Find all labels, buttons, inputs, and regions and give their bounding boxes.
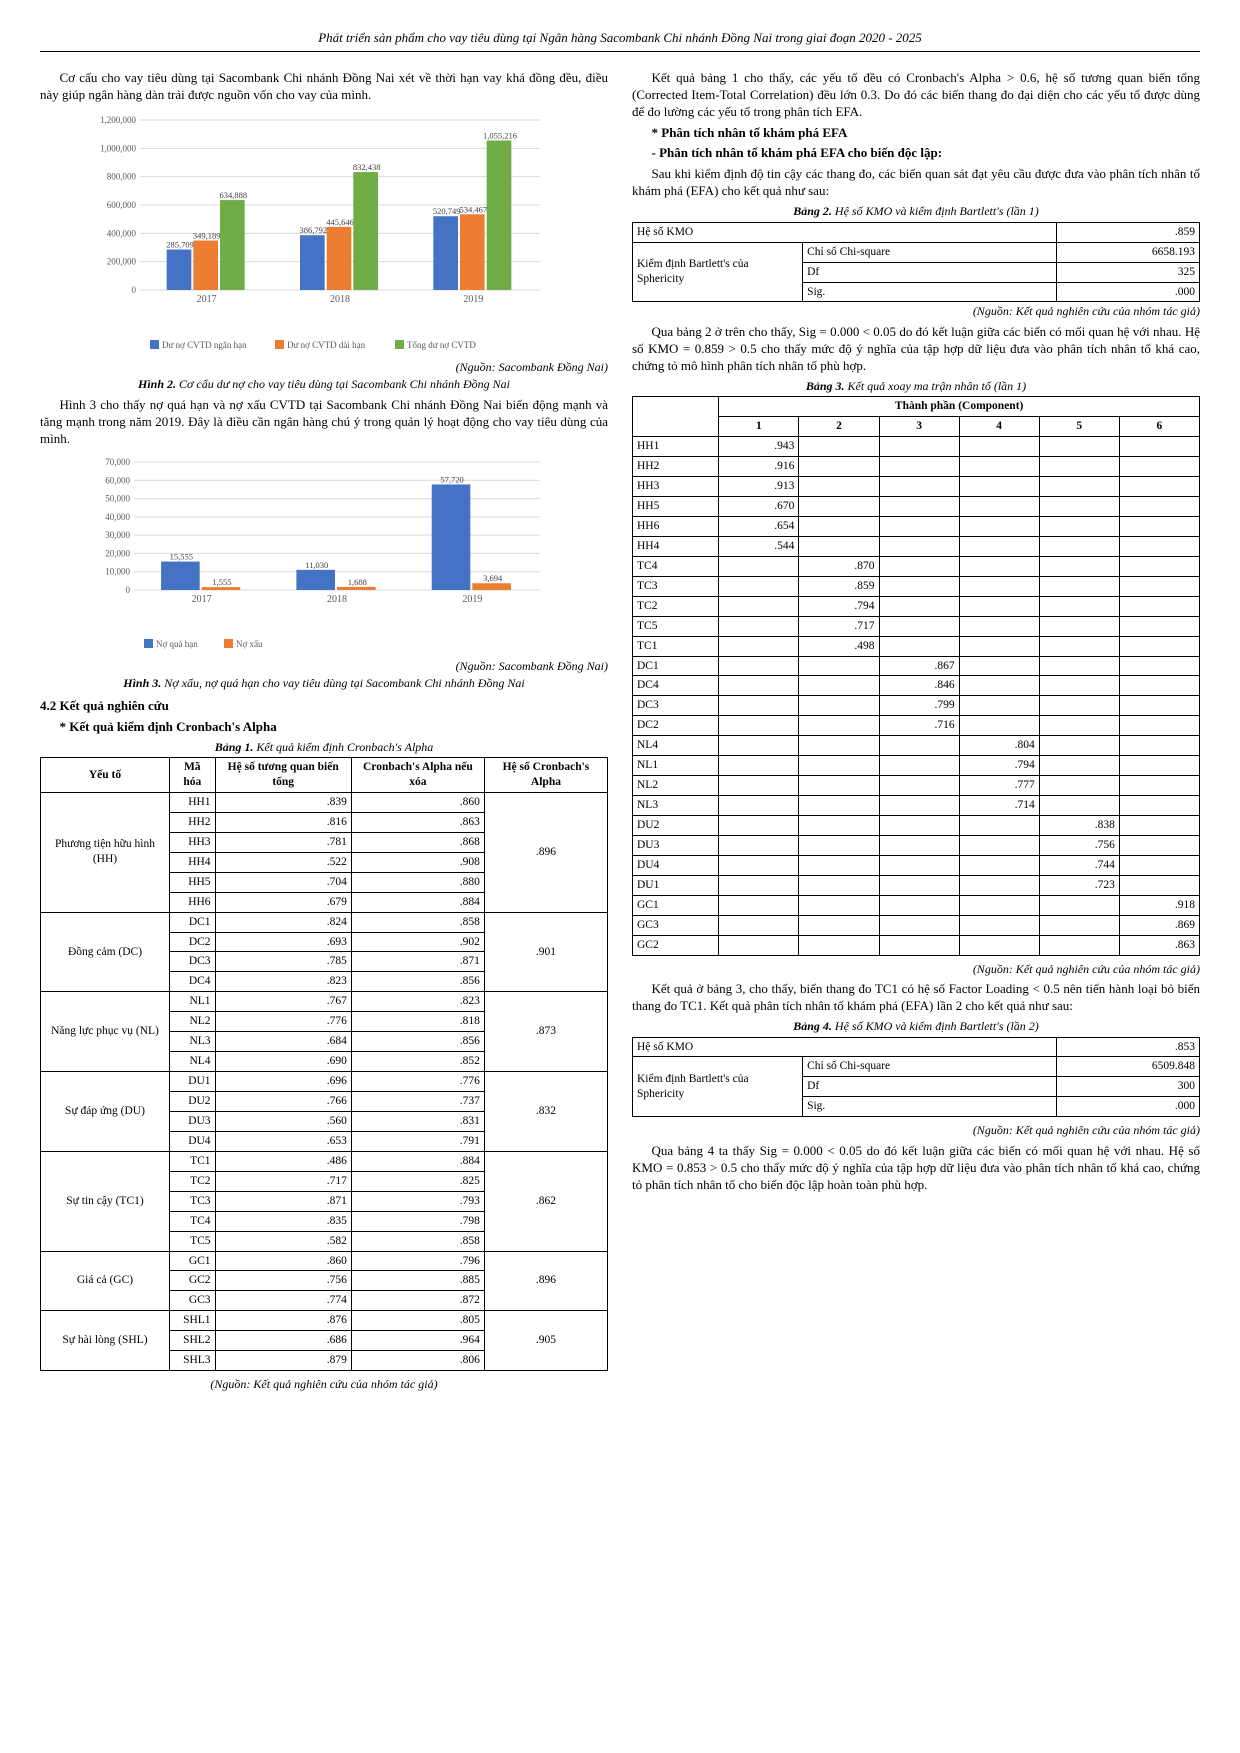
svg-text:10,000: 10,000 <box>105 566 130 576</box>
svg-text:445,646: 445,646 <box>326 217 354 227</box>
heading-cronbach: * Kết quả kiểm định Cronbach's Alpha <box>40 719 608 736</box>
tab1-caption: Bảng 1. Kết quả kiểm định Cronbach's Alp… <box>40 740 608 756</box>
svg-text:1,000,000: 1,000,000 <box>100 143 137 153</box>
svg-text:2018: 2018 <box>330 294 350 305</box>
svg-text:800,000: 800,000 <box>107 171 137 181</box>
svg-text:832,438: 832,438 <box>353 162 381 172</box>
svg-text:600,000: 600,000 <box>107 200 137 210</box>
tab4-source: (Nguồn: Kết quả nghiên cứu của nhóm tác … <box>632 1123 1200 1139</box>
para-r1: Kết quả bảng 1 cho thấy, các yếu tố đều … <box>632 70 1200 121</box>
svg-text:285,709: 285,709 <box>166 239 194 249</box>
svg-text:Tổng dư nợ CVTD: Tổng dư nợ CVTD <box>407 340 476 350</box>
svg-text:2019: 2019 <box>462 594 482 605</box>
svg-text:534,467: 534,467 <box>460 204 488 214</box>
tab3-caption: Bảng 3. Kết quả xoay ma trận nhân tố (lầ… <box>632 379 1200 395</box>
svg-text:2018: 2018 <box>327 594 347 605</box>
tab3-cap-bold: Bảng 3. <box>806 379 848 393</box>
svg-text:30,000: 30,000 <box>105 530 130 540</box>
svg-text:0: 0 <box>132 285 137 295</box>
svg-text:1,055,216: 1,055,216 <box>483 130 517 140</box>
tab2-source: (Nguồn: Kết quả nghiên cứu của nhóm tác … <box>632 304 1200 320</box>
svg-text:Dư nợ CVTD dài hạn: Dư nợ CVTD dài hạn <box>287 340 366 350</box>
para-r7: Qua bảng 4 ta thấy Sig = 0.000 < 0.05 do… <box>632 1143 1200 1194</box>
svg-text:3,694: 3,694 <box>483 573 503 583</box>
svg-text:70,000: 70,000 <box>105 457 130 467</box>
svg-text:2019: 2019 <box>463 294 483 305</box>
svg-text:0: 0 <box>126 585 131 595</box>
cap2-text: Cơ cấu dư nợ cho vay tiêu dùng tại Sacom… <box>179 377 510 391</box>
chart3-source: (Nguồn: Sacombank Đồng Nai) <box>40 659 608 675</box>
svg-text:60,000: 60,000 <box>105 475 130 485</box>
svg-text:386,792: 386,792 <box>300 225 328 235</box>
svg-text:520,749: 520,749 <box>433 206 461 216</box>
tab4-cap-text: Hệ số KMO và kiểm định Bartlett's (lần 2… <box>835 1019 1039 1033</box>
svg-text:1,688: 1,688 <box>348 576 367 586</box>
cap3-bold: Hình 3. <box>123 676 164 690</box>
chart2-caption: Hình 2. Cơ cấu dư nợ cho vay tiêu dùng t… <box>40 377 608 393</box>
svg-text:2017: 2017 <box>197 294 217 305</box>
tab1-cap-text: Kết quả kiểm định Cronbach's Alpha <box>256 740 433 754</box>
page-header: Phát triển sản phẩm cho vay tiêu dùng tạ… <box>40 30 1200 52</box>
tab4-cap-bold: Bảng 4. <box>793 1019 835 1033</box>
svg-text:200,000: 200,000 <box>107 256 137 266</box>
svg-text:400,000: 400,000 <box>107 228 137 238</box>
tab2-cap-bold: Bảng 2. <box>793 204 835 218</box>
svg-text:50,000: 50,000 <box>105 493 130 503</box>
svg-text:Nợ xấu: Nợ xấu <box>236 639 263 649</box>
table-4: Hệ số KMO.853Kiểm định Bartlett's của Sp… <box>632 1037 1200 1118</box>
para-r4: Sau khi kiểm định độ tin cậy các thang đ… <box>632 166 1200 200</box>
tab1-source: (Nguồn: Kết quả nghiên cứu của nhóm tác … <box>40 1377 608 1393</box>
heading-4-2: 4.2 Kết quả nghiên cứu <box>40 698 608 715</box>
svg-text:Nợ quá hạn: Nợ quá hạn <box>156 639 198 649</box>
para-2: Hình 3 cho thấy nợ quá hạn và nợ xấu CVT… <box>40 397 608 448</box>
svg-text:634,888: 634,888 <box>220 190 248 200</box>
cap3-text: Nợ xấu, nợ quá hạn cho vay tiêu dùng tại… <box>164 676 524 690</box>
tab1-cap-bold: Bảng 1. <box>215 740 257 754</box>
svg-text:1,555: 1,555 <box>212 577 231 587</box>
svg-text:15,555: 15,555 <box>170 551 193 561</box>
para-r5: Qua bảng 2 ở trên cho thấy, Sig = 0.000 … <box>632 324 1200 375</box>
svg-text:40,000: 40,000 <box>105 511 130 521</box>
svg-text:1,200,000: 1,200,000 <box>100 115 137 125</box>
svg-text:349,189: 349,189 <box>193 230 221 240</box>
chart3-caption: Hình 3. Nợ xấu, nợ quá hạn cho vay tiêu … <box>40 676 608 692</box>
table-3: Thành phần (Component)123456HH1.943HH2.9… <box>632 396 1200 955</box>
cap2-bold: Hình 2. <box>138 377 179 391</box>
chart2-source: (Nguồn: Sacombank Đồng Nai) <box>40 360 608 376</box>
tab4-caption: Bảng 4. Hệ số KMO và kiểm định Bartlett'… <box>632 1019 1200 1035</box>
svg-text:Dư nợ CVTD ngắn hạn: Dư nợ CVTD ngắn hạn <box>162 340 247 350</box>
svg-text:20,000: 20,000 <box>105 548 130 558</box>
tab3-source: (Nguồn: Kết quả nghiên cứu của nhóm tác … <box>632 962 1200 978</box>
table-1: Yếu tốMã hóaHệ số tương quan biến tổngCr… <box>40 757 608 1371</box>
left-column: Cơ cấu cho vay tiêu dùng tại Sacombank C… <box>40 66 608 1395</box>
svg-text:11,030: 11,030 <box>305 559 328 569</box>
chart-3: 0 10,000 20,000 30,000 40,000 50,000 60,000 70,… <box>94 454 554 653</box>
chart-2: 0 200,000 400,000 600,000 800,000 1,000,000 1,… <box>94 110 554 354</box>
svg-text:57,720: 57,720 <box>440 474 463 484</box>
para-1: Cơ cấu cho vay tiêu dùng tại Sacombank C… <box>40 70 608 104</box>
table-2: Hệ số KMO.859Kiểm định Bartlett's của Sp… <box>632 222 1200 303</box>
tab3-cap-text: Kết quả xoay ma trận nhân tố (lần 1) <box>848 379 1027 393</box>
tab2-caption: Bảng 2. Hệ số KMO và kiểm định Bartlett'… <box>632 204 1200 220</box>
svg-text:2017: 2017 <box>192 594 212 605</box>
para-r6: Kết quả ở bảng 3, cho thấy, biến thang đ… <box>632 981 1200 1015</box>
right-column: Kết quả bảng 1 cho thấy, các yếu tố đều … <box>632 66 1200 1395</box>
tab2-cap-text: Hệ số KMO và kiểm định Bartlett's (lần 1… <box>835 204 1039 218</box>
heading-efa: * Phân tích nhân tố khám phá EFA <box>632 125 1200 142</box>
heading-efa-indep: - Phân tích nhân tố khám phá EFA cho biế… <box>632 145 1200 162</box>
